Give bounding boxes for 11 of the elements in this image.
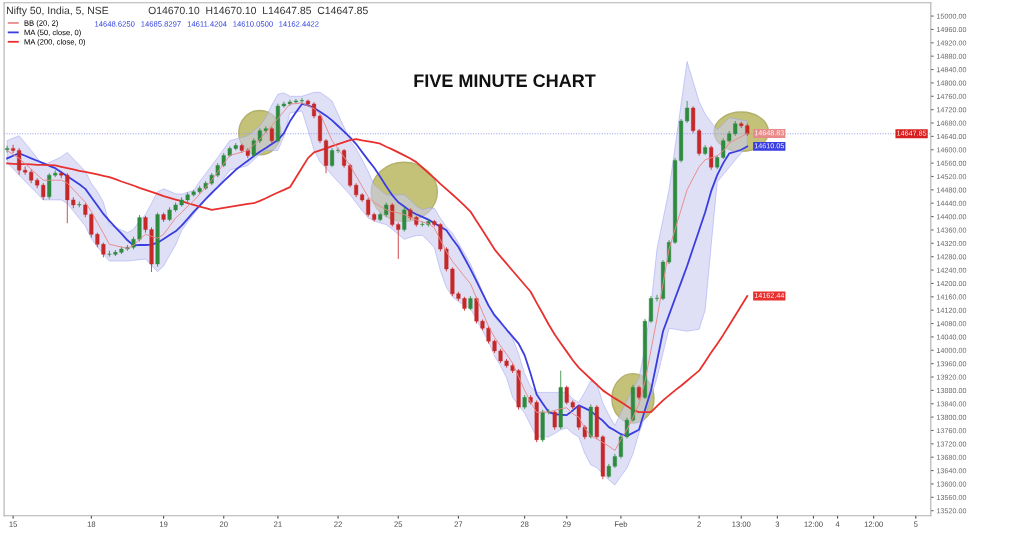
- line-series: [6, 138, 749, 414]
- chart-subtitle: Nifty 50, India, 5, NSE: [7, 6, 109, 17]
- candlestick: [5, 145, 10, 153]
- candlestick: [251, 137, 256, 158]
- text: FIVE MINUTE CHART: [414, 74, 596, 88]
- candlestick: [402, 206, 407, 233]
- candlestick: [709, 145, 714, 171]
- annotation: O14670.10 H14670.10 L14647.85 C14647.85: [148, 6, 368, 15]
- candlestick: [655, 294, 660, 302]
- candlestick: [648, 295, 654, 324]
- candlestick: [299, 97, 304, 104]
